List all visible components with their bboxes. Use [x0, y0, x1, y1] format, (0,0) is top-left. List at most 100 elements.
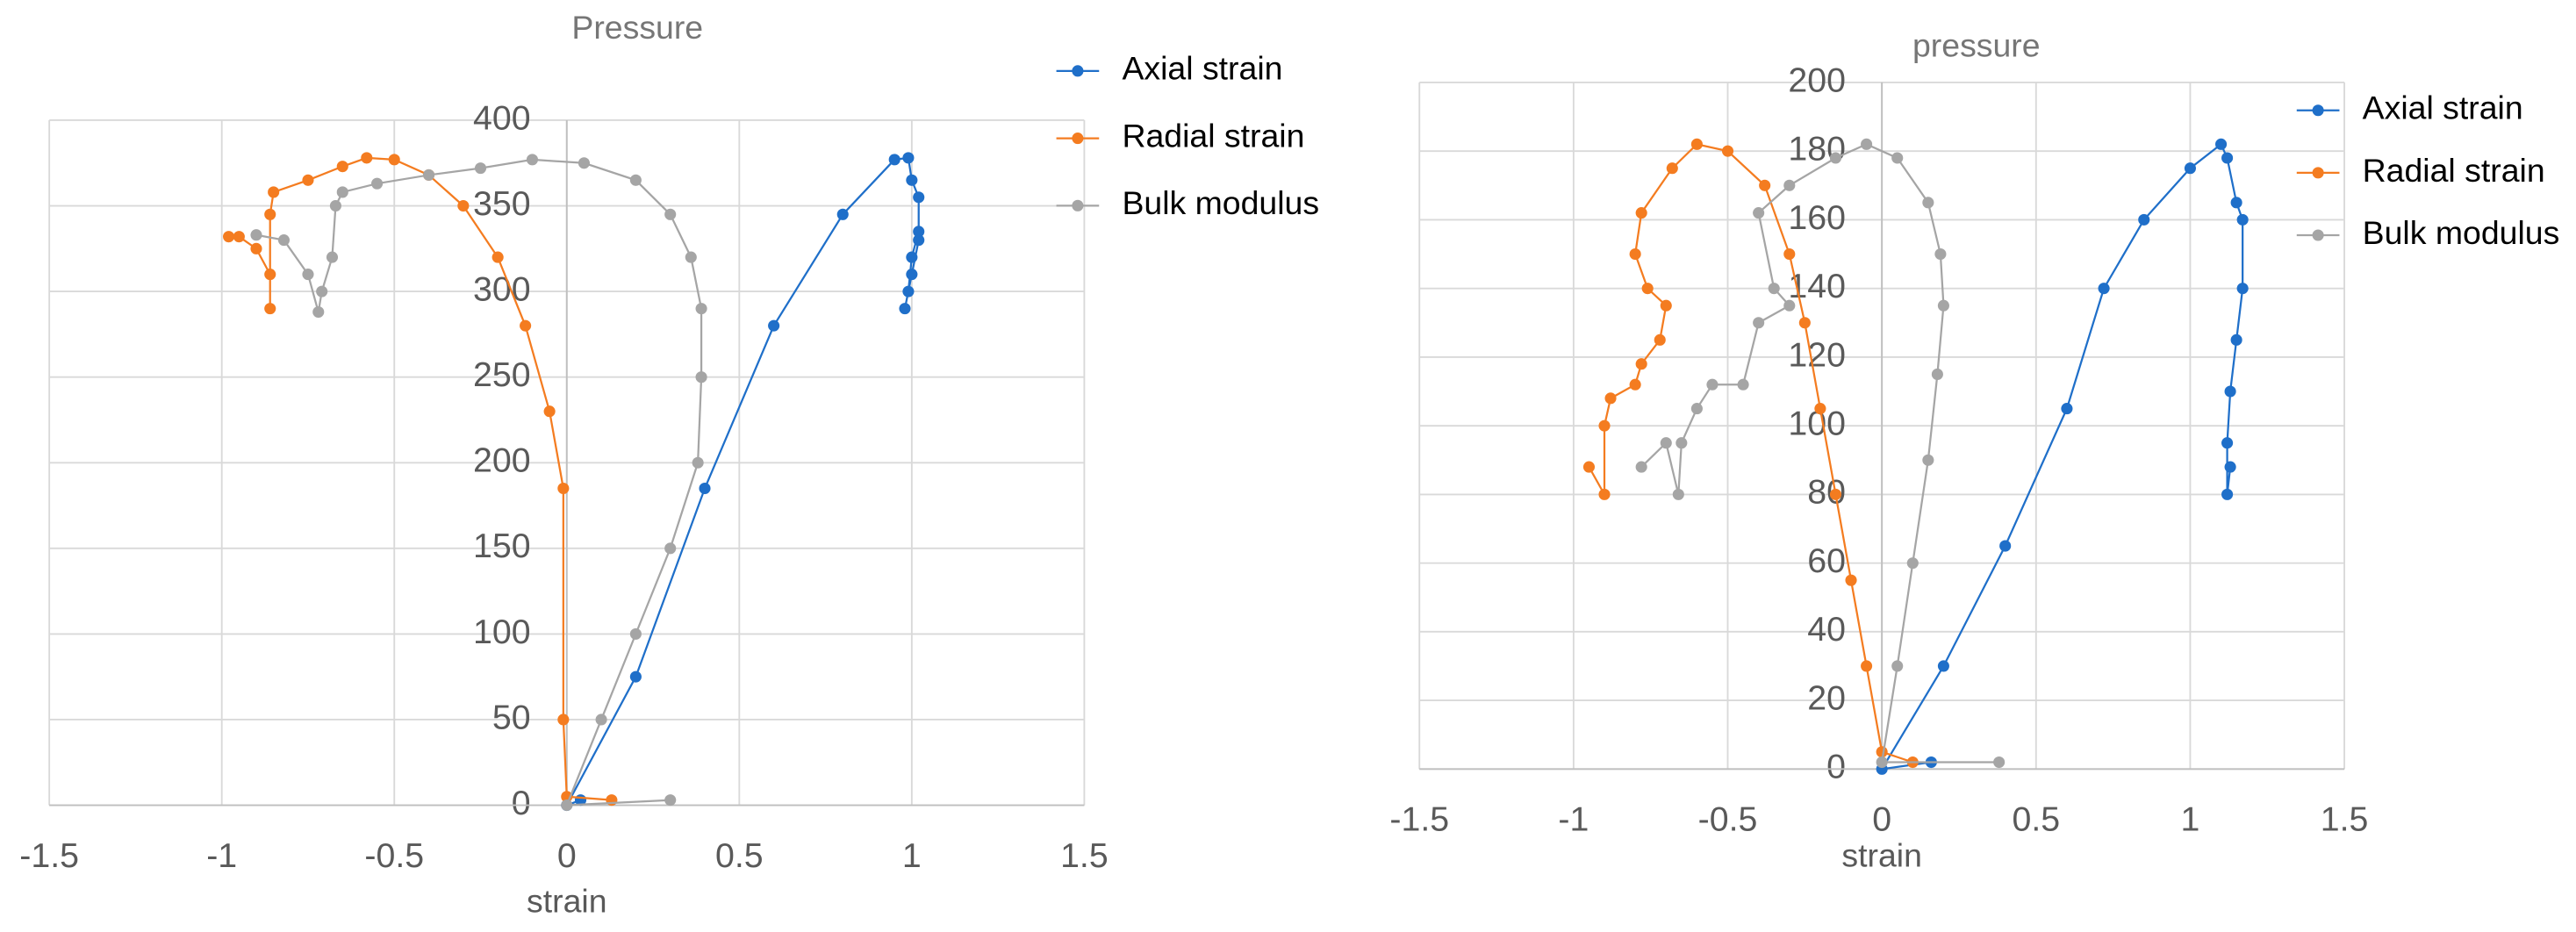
- x-tick-label: 0.5: [715, 836, 764, 875]
- data-point: [664, 542, 677, 555]
- y-tick-label: 50: [492, 698, 531, 736]
- data-point: [1937, 299, 1949, 312]
- data-point: [250, 242, 262, 255]
- chart-title: pressure: [1912, 27, 2041, 64]
- data-point: [1598, 488, 1611, 500]
- data-point: [629, 670, 642, 683]
- data-point: [1999, 540, 2012, 552]
- y-tick-label: 200: [473, 441, 531, 480]
- x-axis-label: strain: [1841, 836, 1922, 873]
- data-point: [277, 234, 291, 247]
- data-point: [1737, 378, 1749, 391]
- legend-marker: [2312, 167, 2324, 179]
- data-point: [1814, 403, 1826, 415]
- x-tick-label: -1.5: [1389, 800, 1449, 839]
- legend-marker: [1072, 199, 1084, 211]
- legend-label: Axial strain: [1122, 50, 1282, 87]
- data-point: [1629, 378, 1641, 391]
- x-tick-label: -1: [206, 836, 237, 875]
- x-tick-label: -0.5: [1698, 800, 1758, 839]
- y-tick-label: 0: [512, 784, 531, 822]
- x-tick-label: -1.5: [19, 836, 79, 875]
- legend-label: Bulk modulus: [1122, 184, 1319, 221]
- data-point: [2236, 213, 2249, 226]
- data-point: [913, 226, 925, 238]
- data-point: [1829, 488, 1842, 500]
- data-point: [1635, 461, 1647, 473]
- data-point: [1666, 162, 1678, 175]
- data-point: [2230, 333, 2242, 346]
- x-tick-label: 0: [1872, 800, 1891, 839]
- y-tick-label: 140: [1788, 267, 1846, 305]
- data-point: [361, 152, 373, 164]
- data-point: [2221, 437, 2234, 449]
- data-point: [2221, 488, 2234, 500]
- data-point: [1721, 145, 1734, 157]
- x-tick-label: 1: [902, 836, 922, 875]
- series-line: [564, 156, 920, 807]
- x-tick-label: 0: [557, 836, 577, 875]
- data-point: [888, 154, 901, 166]
- x-tick-label: -0.5: [364, 836, 424, 875]
- data-point: [1759, 179, 1771, 191]
- data-point: [492, 251, 504, 263]
- data-point: [312, 305, 325, 319]
- y-tick-label: 350: [473, 184, 531, 223]
- legend-marker: [1072, 65, 1084, 77]
- data-point: [1753, 317, 1765, 329]
- data-point: [2236, 283, 2249, 295]
- data-point: [264, 269, 276, 281]
- data-point: [595, 713, 607, 726]
- data-point: [768, 319, 780, 332]
- data-point: [526, 154, 539, 166]
- data-point: [1829, 152, 1842, 164]
- data-point: [557, 713, 570, 726]
- data-point: [1598, 419, 1611, 432]
- data-point: [1641, 283, 1654, 295]
- data-point: [699, 482, 711, 495]
- data-point: [371, 177, 384, 190]
- data-point: [233, 231, 245, 243]
- series-line: [1879, 142, 2244, 771]
- data-point: [302, 269, 314, 281]
- data-point: [457, 200, 470, 212]
- data-point: [902, 285, 915, 298]
- y-tick-label: 120: [1788, 335, 1846, 374]
- data-point: [629, 174, 642, 186]
- data-point: [2061, 403, 2073, 415]
- data-point: [899, 303, 911, 315]
- data-point: [836, 208, 849, 220]
- data-point: [1906, 557, 1919, 570]
- data-point: [1861, 138, 1873, 150]
- y-tick-label: 0: [1826, 748, 1846, 786]
- data-point: [2138, 213, 2150, 226]
- data-point: [664, 794, 677, 807]
- data-point: [2224, 461, 2236, 473]
- data-point: [1931, 368, 1943, 381]
- data-point: [474, 162, 487, 175]
- legend-label: Bulk modulus: [2363, 214, 2560, 251]
- x-tick-label: 0.5: [2012, 800, 2060, 839]
- data-point: [913, 191, 925, 204]
- data-point: [1922, 454, 1934, 466]
- legend-label: Radial strain: [1122, 117, 1304, 154]
- data-point: [1690, 138, 1703, 150]
- data-point: [1845, 574, 1857, 586]
- data-point: [1934, 247, 1947, 261]
- data-point: [1876, 746, 1888, 758]
- data-point: [1768, 283, 1780, 295]
- data-point: [1876, 756, 1888, 769]
- y-tick-label: 160: [1788, 198, 1846, 237]
- y-tick-label: 250: [473, 355, 531, 394]
- data-point: [336, 186, 348, 198]
- data-point: [664, 208, 677, 220]
- data-point: [1690, 403, 1703, 415]
- y-tick-label: 100: [473, 613, 531, 651]
- data-point: [302, 174, 314, 186]
- x-tick-label: 1: [2181, 800, 2200, 839]
- data-point: [1660, 437, 1672, 449]
- data-point: [1861, 660, 1873, 672]
- data-point: [685, 251, 697, 263]
- data-point: [250, 229, 262, 241]
